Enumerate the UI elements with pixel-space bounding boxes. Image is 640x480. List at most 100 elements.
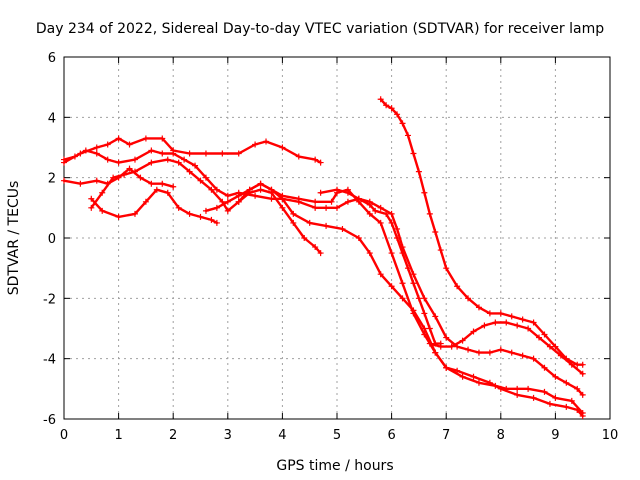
data-point (82, 147, 89, 154)
data-point (465, 295, 472, 302)
data-point (404, 132, 411, 139)
data-point (164, 156, 171, 163)
data-point (301, 235, 308, 241)
data-point (459, 337, 466, 344)
series-track-1 (61, 135, 324, 166)
data-point (421, 310, 428, 317)
data-point (536, 334, 543, 341)
data-point (344, 198, 351, 205)
data-point (399, 244, 406, 251)
data-point (568, 397, 575, 404)
data-point (312, 204, 319, 211)
series-line (319, 188, 584, 397)
data-point (541, 364, 548, 371)
data-point (197, 177, 204, 184)
x-tick-label: 2 (169, 428, 177, 443)
data-point (410, 310, 417, 317)
data-point (224, 198, 231, 205)
data-point (290, 219, 297, 226)
data-point (323, 204, 330, 211)
data-point (202, 174, 209, 181)
data-point (131, 168, 138, 175)
series-track-10 (426, 319, 586, 377)
data-point (312, 244, 319, 251)
data-point (164, 189, 171, 196)
data-point (475, 349, 482, 356)
data-point (366, 210, 373, 217)
data-point (328, 198, 335, 205)
data-point (208, 216, 215, 223)
data-point (257, 186, 264, 193)
x-tick-label: 9 (551, 428, 559, 443)
data-point (110, 174, 117, 181)
data-point (93, 177, 100, 184)
data-point (421, 331, 428, 338)
series-track-7 (235, 180, 586, 419)
series-track-9 (377, 96, 586, 368)
data-point (99, 207, 106, 214)
data-point (388, 105, 395, 112)
data-point (497, 385, 504, 392)
data-point (552, 373, 559, 380)
series-line (90, 158, 322, 255)
x-tick-label: 0 (60, 428, 68, 443)
data-point (366, 250, 373, 257)
data-point (131, 156, 138, 163)
data-point (263, 138, 270, 145)
data-point (355, 235, 362, 241)
data-point (579, 391, 586, 398)
data-point (323, 222, 330, 229)
data-point (186, 168, 193, 175)
data-point (415, 168, 422, 175)
data-point (470, 373, 477, 380)
data-point (142, 198, 149, 205)
data-point (104, 156, 111, 163)
y-tick-label: 0 (48, 232, 56, 247)
data-point (279, 204, 286, 211)
data-point (475, 304, 482, 311)
data-point (481, 322, 488, 329)
data-point (443, 364, 450, 371)
data-point (224, 207, 231, 214)
data-point (192, 162, 199, 169)
data-point (454, 283, 461, 290)
data-point (131, 210, 138, 217)
data-point (88, 204, 95, 211)
data-point (295, 195, 302, 202)
data-point (475, 379, 482, 386)
x-tick-labels: 0 1 2 3 4 5 6 7 8 9 10 (60, 428, 618, 443)
data-point (525, 325, 532, 332)
data-point (579, 370, 586, 377)
data-point (486, 310, 493, 317)
data-point (394, 225, 401, 232)
data-point (497, 346, 504, 353)
grid (64, 57, 610, 419)
data-point (377, 96, 384, 103)
data-point (574, 361, 581, 368)
data-point (579, 361, 586, 368)
data-point (148, 147, 155, 154)
data-point (235, 198, 242, 205)
data-point (295, 153, 302, 160)
data-point (213, 186, 220, 193)
data-point (268, 195, 275, 202)
data-point (202, 207, 209, 214)
x-tick-label: 3 (224, 428, 232, 443)
data-point (268, 186, 275, 193)
data-point (454, 367, 461, 374)
data-point (421, 189, 428, 196)
data-point (399, 295, 406, 302)
data-point (372, 207, 379, 214)
data-point (410, 150, 417, 157)
series-layer (61, 96, 586, 419)
series-track-4 (88, 156, 324, 257)
data-point (88, 195, 95, 202)
data-point (383, 102, 390, 109)
data-point (121, 171, 128, 178)
y-tick-labels: -6 -4 -2 0 2 4 6 (43, 51, 56, 428)
data-point (486, 349, 493, 356)
data-point (186, 210, 193, 217)
data-point (399, 280, 406, 287)
data-point (181, 156, 188, 163)
